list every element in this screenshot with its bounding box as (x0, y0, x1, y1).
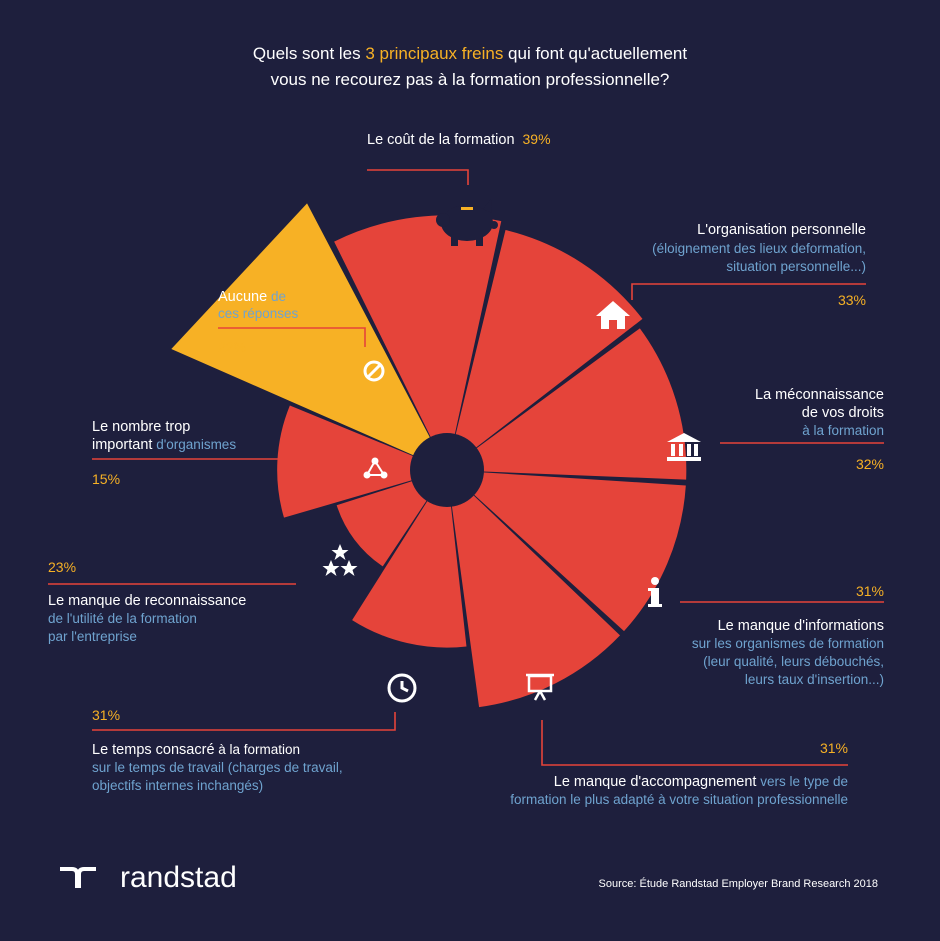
label-informations: Le manque d'informations (718, 618, 884, 634)
label-organismes-1: Le nombre trop (92, 419, 190, 435)
pct-informations: 31% (856, 583, 884, 599)
source-note: Source: Étude Randstad Employer Brand Re… (599, 877, 878, 890)
leader-line-cout (367, 169, 469, 185)
label-cout: Le coût de la formation 39% (367, 131, 551, 148)
pct-temps: 31% (92, 707, 120, 723)
presentation-board-icon (526, 673, 554, 701)
stars-icon (322, 544, 358, 576)
leader-line-accompagnement (541, 720, 848, 766)
leader-line-aucune (218, 327, 366, 347)
network-icon (363, 457, 388, 479)
label-temps-detail-1: sur le temps de travail (charges de trav… (92, 760, 343, 775)
house-icon (596, 301, 630, 329)
label-accompagnement: Le manque d'accompagnement vers le type … (554, 774, 848, 790)
leader-lines (48, 169, 884, 766)
label-accompagnement-detail: formation le plus adapté à votre situati… (510, 792, 848, 807)
label-temps: Le temps consacré à la formation (92, 742, 300, 758)
label-organisation: L'organisation personnelle (697, 222, 866, 238)
label-informations-detail-2: (leur qualité, leurs débouchés, (703, 654, 884, 669)
segment-clock (451, 490, 621, 708)
label-informations-detail-1: sur les organismes de formation (692, 636, 884, 651)
label-reconnaissance: Le manque de reconnaissance (48, 593, 246, 609)
chart-center-hole (410, 433, 484, 507)
pct-reconnaissance: 23% (48, 559, 76, 575)
label-aucune-detail: ces réponses (218, 306, 299, 321)
info-icon (648, 577, 662, 607)
segment-house (334, 215, 502, 444)
pct-aucune: 22% (218, 339, 246, 355)
label-droits-detail: à la formation (802, 423, 884, 438)
chart-title-line1: Quels sont les 3 principaux freins qui f… (253, 44, 687, 63)
piggy-bank-icon (436, 199, 498, 246)
label-aucune: Aucune de (218, 289, 286, 305)
pct-accompagnement: 31% (820, 740, 848, 756)
segment-stars (352, 495, 467, 648)
segment-prohibited (277, 405, 420, 518)
brand-name: randstad (120, 861, 237, 894)
chart-segments (171, 203, 687, 708)
label-reconnaissance-detail-2: par l'entreprise (48, 629, 137, 644)
segment-network (336, 479, 431, 567)
bank-building-icon (667, 433, 701, 461)
label-droits-2: de vos droits (802, 405, 884, 421)
prohibited-icon (363, 360, 385, 382)
segment-presentation-board (469, 471, 686, 632)
pct-droits: 32% (856, 456, 884, 472)
chart-title-line2: vous ne recourez pas à la formation prof… (271, 70, 670, 89)
segment-bank-building (454, 229, 643, 452)
label-organisation-detail-1: (éloignement des lieux deformation, (652, 241, 866, 256)
label-droits-1: La méconnaissance (755, 387, 884, 403)
label-temps-detail-2: objectifs internes inchangés) (92, 778, 263, 793)
segment-piggy-bank (171, 203, 434, 458)
clock-icon (387, 673, 417, 703)
pct-organismes: 15% (92, 471, 120, 487)
label-reconnaissance-detail-1: de l'utilité de la formation (48, 611, 197, 626)
randstad-logo-icon (60, 867, 96, 888)
leader-line-temps (92, 712, 396, 731)
label-organisation-detail-2: situation personnelle...) (726, 259, 866, 274)
leader-line-organisation (631, 283, 866, 300)
label-organismes-2: important d'organismes (92, 437, 236, 453)
pct-organisation: 33% (838, 292, 866, 308)
segment-info (471, 328, 687, 480)
label-informations-detail-3: leurs taux d'insertion...) (745, 672, 884, 687)
